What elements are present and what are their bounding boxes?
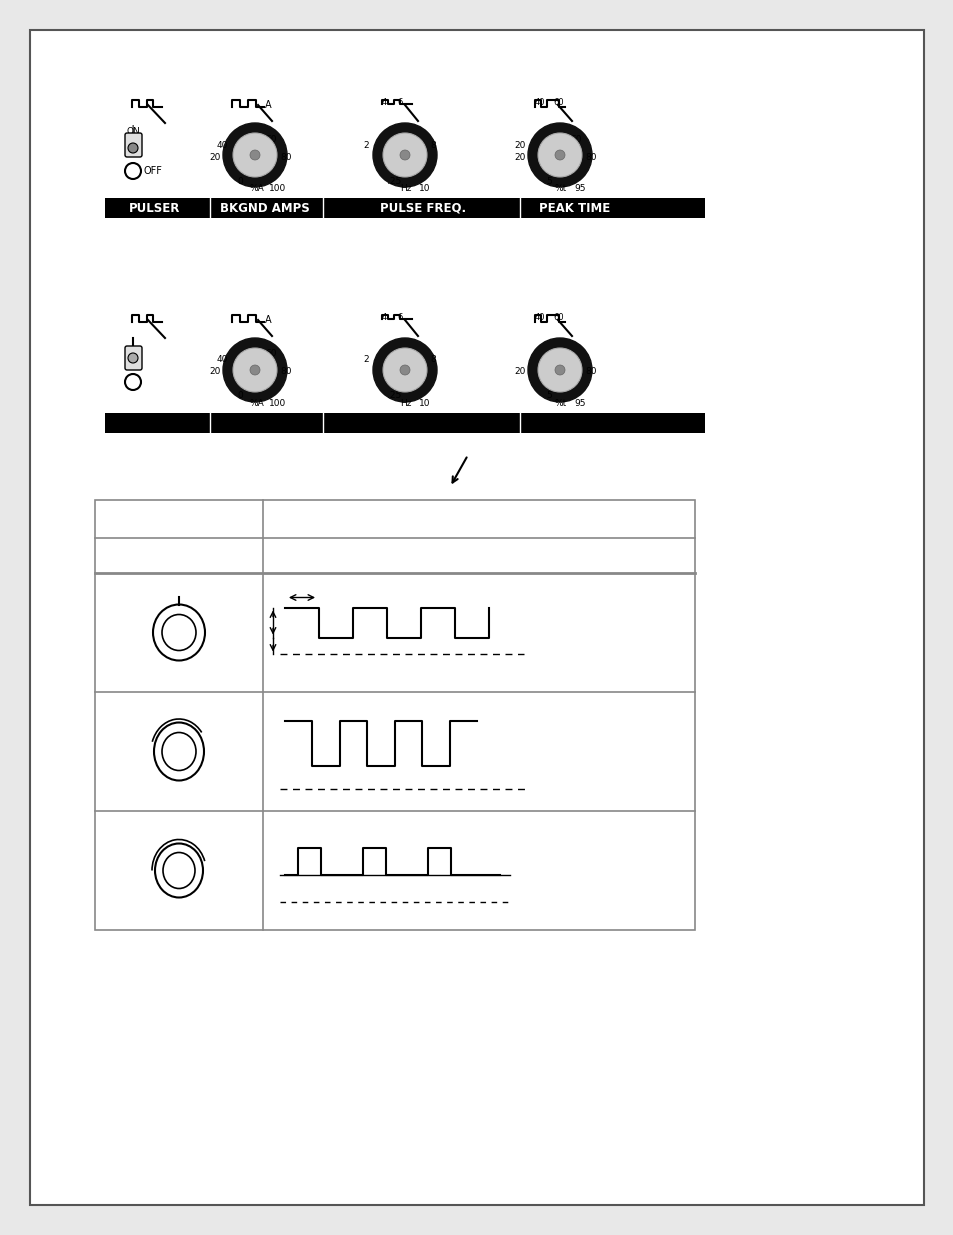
Circle shape (250, 149, 260, 161)
Text: 80: 80 (584, 368, 596, 377)
Bar (105, 198, 704, 219)
Circle shape (555, 366, 564, 375)
Text: 40: 40 (535, 312, 545, 322)
Circle shape (128, 353, 138, 363)
Text: 80: 80 (280, 152, 292, 162)
Circle shape (125, 374, 141, 390)
FancyBboxPatch shape (125, 133, 142, 157)
Text: 8: 8 (430, 356, 436, 364)
Text: PEAK TIME: PEAK TIME (538, 201, 610, 215)
Text: 40: 40 (216, 356, 228, 364)
Text: 60: 60 (265, 350, 276, 358)
Text: 0: 0 (236, 391, 242, 400)
Circle shape (250, 366, 260, 375)
Text: %A: %A (250, 399, 265, 408)
Circle shape (223, 124, 287, 186)
Circle shape (527, 338, 592, 403)
Text: 4: 4 (381, 98, 387, 107)
Text: 40: 40 (216, 141, 228, 149)
Text: %t: %t (555, 184, 567, 193)
Circle shape (527, 124, 592, 186)
Text: 80: 80 (280, 368, 292, 377)
Ellipse shape (162, 732, 195, 771)
Text: 10: 10 (418, 399, 430, 408)
Text: 6: 6 (396, 98, 402, 107)
Text: 5: 5 (545, 391, 551, 400)
Circle shape (555, 149, 564, 161)
Circle shape (233, 348, 276, 391)
Text: ON: ON (127, 127, 141, 136)
Text: 2: 2 (363, 356, 368, 364)
Text: %t: %t (555, 399, 567, 408)
Text: 100: 100 (269, 184, 286, 193)
Ellipse shape (154, 844, 203, 898)
Circle shape (399, 366, 410, 375)
Text: |: | (131, 124, 135, 137)
Text: 20: 20 (514, 368, 525, 377)
Text: 60: 60 (569, 135, 581, 143)
Circle shape (382, 133, 427, 177)
Text: 95: 95 (574, 184, 585, 193)
Ellipse shape (162, 615, 195, 651)
Text: 40: 40 (535, 98, 545, 107)
Text: 100: 100 (269, 399, 286, 408)
Text: 5: 5 (545, 177, 551, 185)
Circle shape (128, 143, 138, 153)
Text: %A: %A (250, 184, 265, 193)
Text: 20: 20 (514, 141, 525, 149)
Text: Hz: Hz (399, 184, 411, 193)
Text: PULSER: PULSER (130, 201, 180, 215)
Circle shape (382, 348, 427, 391)
Ellipse shape (153, 722, 204, 781)
Ellipse shape (163, 852, 194, 888)
Text: BKGND AMPS: BKGND AMPS (220, 201, 310, 215)
Circle shape (373, 124, 436, 186)
Text: 95: 95 (574, 399, 585, 408)
Text: .25: .25 (387, 177, 401, 185)
Bar (105, 412, 704, 433)
Text: 60: 60 (553, 98, 563, 107)
Text: OFF: OFF (144, 165, 163, 177)
Text: PULSE FREQ.: PULSE FREQ. (379, 201, 466, 215)
Text: 2: 2 (363, 141, 368, 149)
Circle shape (537, 348, 581, 391)
Text: 20: 20 (209, 368, 220, 377)
Circle shape (399, 149, 410, 161)
Bar (95, 500, 695, 930)
Text: 20: 20 (209, 152, 220, 162)
Circle shape (373, 338, 436, 403)
Text: 4: 4 (381, 312, 387, 322)
Text: 20: 20 (514, 152, 525, 162)
Circle shape (537, 133, 581, 177)
Text: A: A (265, 315, 272, 325)
Text: Hz: Hz (399, 399, 411, 408)
Text: A: A (265, 100, 272, 110)
Circle shape (233, 133, 276, 177)
Text: 80: 80 (584, 152, 596, 162)
Text: .25: .25 (387, 391, 401, 400)
Circle shape (125, 163, 141, 179)
Text: 10: 10 (418, 184, 430, 193)
Text: 0: 0 (236, 177, 242, 185)
Text: 60: 60 (553, 312, 563, 322)
Circle shape (223, 338, 287, 403)
Text: 6: 6 (396, 312, 402, 322)
Text: 8: 8 (430, 141, 436, 149)
Ellipse shape (152, 604, 205, 661)
Text: 60: 60 (265, 135, 276, 143)
FancyBboxPatch shape (125, 346, 142, 370)
